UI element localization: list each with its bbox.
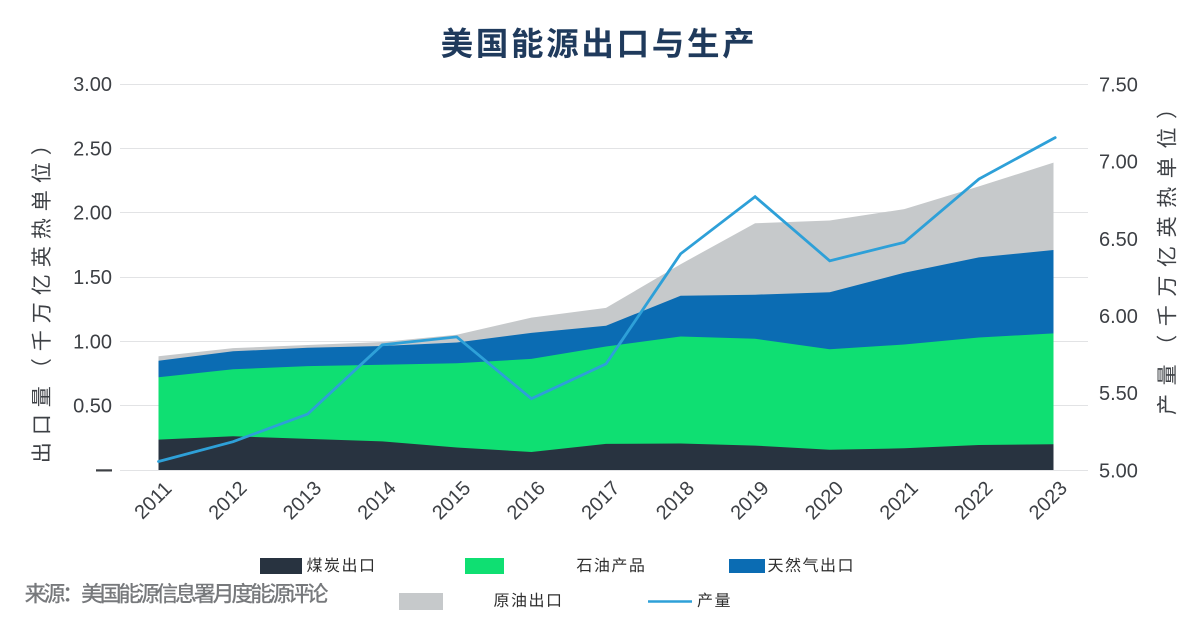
svg-text:2.50: 2.50 [73,138,112,160]
svg-text:6.00: 6.00 [1099,306,1138,328]
svg-text:3.00: 3.00 [73,74,112,96]
svg-text:7.50: 7.50 [1099,74,1138,96]
svg-text:1.50: 1.50 [73,267,112,289]
svg-text:0.50: 0.50 [73,396,112,418]
svg-text:5.00: 5.00 [1099,460,1138,482]
svg-text:6.50: 6.50 [1099,229,1138,251]
svg-text:1.00: 1.00 [73,331,112,353]
svg-text:7.00: 7.00 [1099,152,1138,174]
svg-text:5.50: 5.50 [1099,383,1138,405]
svg-text:2.00: 2.00 [73,203,112,225]
